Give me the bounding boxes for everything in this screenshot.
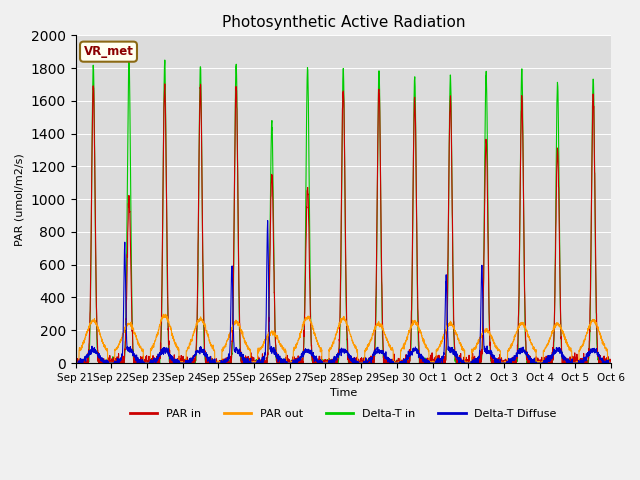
Legend: PAR in, PAR out, Delta-T in, Delta-T Diffuse: PAR in, PAR out, Delta-T in, Delta-T Dif… bbox=[125, 404, 561, 423]
Delta-T in bbox=[72, 360, 79, 366]
Delta-T Diffuse bbox=[277, 355, 285, 361]
Delta-T Diffuse bbox=[72, 360, 79, 366]
Line: PAR in: PAR in bbox=[76, 84, 611, 363]
PAR out bbox=[159, 312, 167, 317]
PAR in bbox=[72, 360, 79, 366]
Line: Delta-T in: Delta-T in bbox=[76, 60, 611, 363]
PAR in bbox=[300, 334, 308, 339]
Text: VR_met: VR_met bbox=[84, 45, 133, 58]
PAR out bbox=[164, 319, 172, 324]
Y-axis label: PAR (umol/m2/s): PAR (umol/m2/s) bbox=[15, 153, 25, 246]
X-axis label: Time: Time bbox=[330, 388, 357, 398]
Delta-T Diffuse bbox=[607, 360, 615, 366]
Delta-T Diffuse bbox=[597, 356, 605, 362]
PAR out bbox=[607, 360, 615, 366]
PAR out bbox=[72, 360, 79, 366]
PAR in bbox=[161, 81, 169, 87]
Delta-T in bbox=[165, 348, 173, 354]
Line: PAR out: PAR out bbox=[76, 314, 611, 363]
Delta-T Diffuse bbox=[300, 350, 308, 356]
Delta-T Diffuse bbox=[164, 346, 172, 351]
Delta-T in bbox=[72, 360, 79, 365]
PAR out bbox=[300, 320, 308, 326]
PAR out bbox=[277, 343, 285, 348]
Delta-T in bbox=[597, 359, 605, 365]
Line: Delta-T Diffuse: Delta-T Diffuse bbox=[76, 220, 611, 363]
PAR in bbox=[132, 360, 140, 366]
Delta-T in bbox=[161, 57, 169, 63]
Delta-T in bbox=[301, 315, 308, 321]
PAR out bbox=[597, 332, 605, 338]
Delta-T Diffuse bbox=[539, 360, 547, 365]
Delta-T in bbox=[133, 360, 141, 366]
Delta-T Diffuse bbox=[264, 217, 271, 223]
Delta-T in bbox=[540, 358, 547, 363]
Delta-T in bbox=[277, 360, 285, 366]
Delta-T in bbox=[607, 360, 615, 366]
Title: Photosynthetic Active Radiation: Photosynthetic Active Radiation bbox=[221, 15, 465, 30]
PAR in bbox=[277, 357, 285, 362]
PAR in bbox=[607, 360, 615, 366]
PAR in bbox=[164, 342, 172, 348]
PAR out bbox=[132, 336, 140, 342]
PAR in bbox=[539, 359, 547, 365]
PAR out bbox=[539, 360, 547, 366]
PAR in bbox=[597, 358, 605, 363]
Delta-T Diffuse bbox=[132, 352, 140, 358]
